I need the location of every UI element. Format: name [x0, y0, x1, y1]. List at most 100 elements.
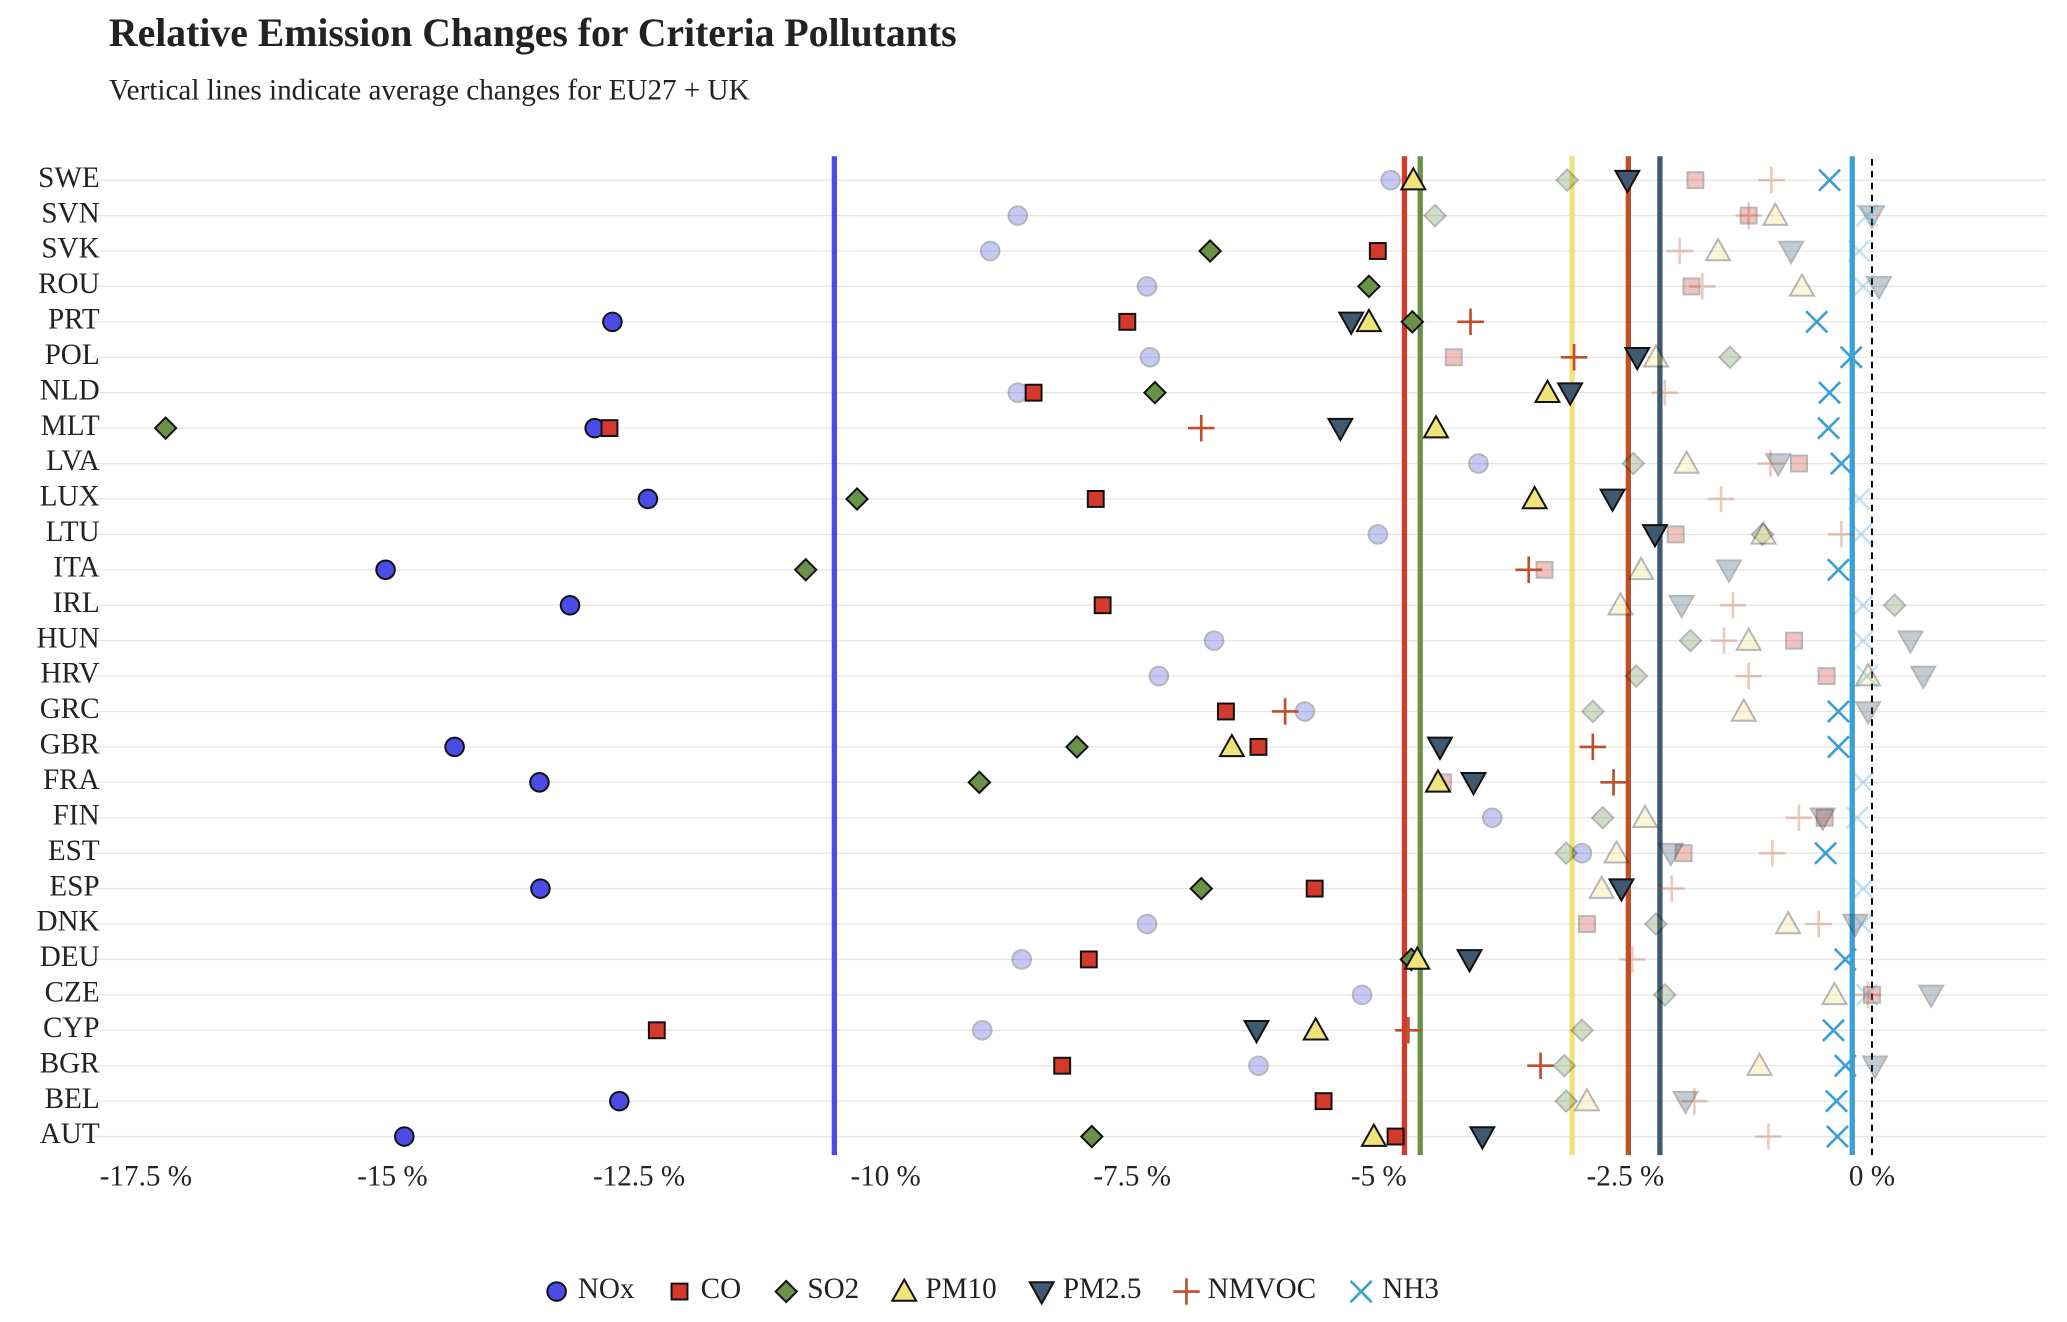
point: [1302, 1016, 1330, 1041]
point: [153, 416, 178, 441]
point: [1861, 1055, 1889, 1080]
point: [600, 419, 619, 438]
point: [1896, 630, 1925, 655]
point: [1619, 946, 1646, 973]
point: [1248, 1055, 1269, 1076]
point: [1602, 839, 1631, 864]
point: [1552, 1053, 1577, 1078]
point: [1188, 414, 1215, 442]
point: [1735, 662, 1762, 690]
y-tick-label: NLD: [40, 374, 100, 406]
y-tick-label: CYP: [43, 1012, 100, 1044]
point: [1380, 169, 1401, 191]
point: [1351, 984, 1373, 1006]
point: [1533, 378, 1562, 403]
point: [1355, 307, 1383, 333]
x-tick-label: -5 %: [1351, 1161, 1407, 1193]
point: [1689, 273, 1716, 300]
point: [1682, 277, 1701, 296]
point: [1079, 1124, 1104, 1149]
y-tick-label: ROU: [38, 268, 99, 300]
y-tick-label: EST: [48, 835, 100, 867]
point: [1356, 274, 1381, 299]
point: [1367, 524, 1389, 545]
point: [1745, 1051, 1774, 1076]
point: [1642, 343, 1670, 368]
point: [1825, 1125, 1849, 1149]
point: [1909, 665, 1937, 691]
legend-label: PM2.5: [1063, 1273, 1142, 1305]
point: [1704, 237, 1732, 262]
y-tick-label: ITA: [53, 551, 99, 583]
point: [1400, 309, 1425, 334]
point: [1556, 382, 1584, 407]
point: [1386, 1127, 1405, 1146]
point: [1818, 381, 1842, 405]
point: [1606, 591, 1635, 616]
point: [1086, 490, 1105, 508]
point: [1093, 596, 1112, 615]
point: [1681, 1087, 1708, 1115]
point: [1623, 346, 1651, 372]
point: [1739, 206, 1758, 225]
legend-label: NH3: [1382, 1273, 1439, 1305]
point: [1643, 912, 1668, 937]
point: [1805, 910, 1832, 938]
point: [1560, 344, 1588, 371]
point: [670, 1282, 689, 1301]
y-tick-label: IRL: [53, 587, 100, 619]
point: [1627, 555, 1655, 581]
point: [1749, 520, 1778, 545]
point: [1598, 488, 1627, 513]
point: [1865, 276, 1893, 301]
point: [375, 559, 396, 581]
point: [1651, 379, 1679, 406]
point: [1774, 910, 1802, 935]
point: [1826, 558, 1850, 582]
point: [1855, 664, 1879, 688]
point: [1455, 949, 1484, 974]
point: [1403, 945, 1431, 970]
point: [1841, 913, 1869, 938]
point: [1755, 1123, 1782, 1150]
point: [1850, 912, 1874, 936]
point: [1717, 345, 1742, 370]
point: [1613, 169, 1641, 195]
x-tick-label: -12.5 %: [593, 1161, 685, 1193]
y-tick-label: DEU: [40, 941, 100, 973]
point: [1600, 769, 1627, 796]
point: [1444, 348, 1463, 367]
point: [1845, 806, 1869, 830]
point: [1571, 842, 1593, 864]
x-tick-label: -10 %: [850, 1161, 920, 1193]
point: [647, 1021, 666, 1040]
point: [1666, 237, 1693, 265]
point: [1839, 345, 1863, 369]
point: [967, 770, 992, 795]
point: [1554, 1089, 1579, 1114]
point: [1882, 593, 1907, 618]
point: [1686, 171, 1705, 190]
point: [1847, 487, 1871, 511]
point: [1854, 981, 1882, 1009]
point: [1678, 628, 1703, 653]
point: [890, 1277, 918, 1302]
point: [1785, 804, 1813, 831]
point: [1652, 982, 1677, 1007]
point: [529, 772, 550, 793]
y-tick-label: HUN: [37, 622, 100, 654]
legend-label: PM10: [925, 1273, 996, 1305]
point: [1515, 556, 1542, 584]
point: [1833, 947, 1857, 971]
point: [1218, 732, 1246, 758]
y-tick-label: GBR: [40, 729, 100, 761]
point: [1216, 702, 1235, 721]
point: [1457, 308, 1484, 336]
point: [972, 1020, 993, 1041]
point: [1641, 524, 1669, 549]
y-tick-label: HRV: [40, 658, 99, 690]
point: [530, 878, 551, 899]
y-tick-label: ESP: [49, 870, 99, 902]
point: [1326, 417, 1354, 443]
